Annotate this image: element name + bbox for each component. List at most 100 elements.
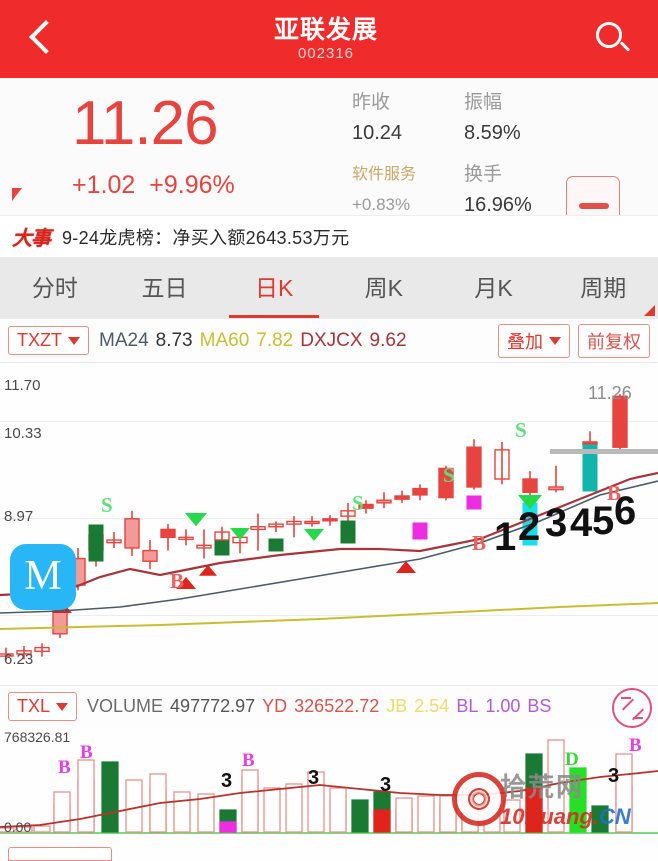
watermark-en: 10Huang.CN bbox=[500, 804, 631, 830]
ma24-label: MA24 bbox=[99, 329, 149, 351]
quote-stats-row-1: 昨收 10.24 振幅 8.59% bbox=[352, 88, 582, 148]
annotation-6: 6 bbox=[614, 489, 637, 533]
jb-value: 2.54 bbox=[414, 696, 450, 716]
volume-marker-b: B bbox=[58, 757, 71, 778]
indicator-selector-txl[interactable]: TXL bbox=[8, 692, 78, 721]
adjust-button[interactable]: 前复权 bbox=[578, 323, 650, 358]
volume-indicator-bar: TXL VOLUME 497772.97 YD 326522.72 JB 2.5… bbox=[0, 685, 658, 728]
volume-marker-b: B bbox=[629, 735, 642, 756]
stat-value: 16.96% bbox=[464, 194, 532, 216]
stat-value: 8.59% bbox=[464, 122, 521, 144]
y-axis-tick: 8.97 bbox=[4, 508, 34, 525]
stat-turnover: 换手 16.96% bbox=[464, 160, 576, 220]
signal-marker-s: S bbox=[352, 491, 364, 515]
news-logo: 大事 bbox=[12, 228, 51, 250]
m-badge-watermark: M bbox=[10, 544, 76, 610]
news-banner[interactable]: 大事 9-24龙虎榜：净买入额2643.53万元 bbox=[0, 215, 658, 257]
quote-stats: 昨收 10.24 振幅 8.59% 软件服务 +0.83% 换手 16.96% bbox=[352, 88, 582, 220]
ma60-label: MA60 bbox=[199, 329, 250, 351]
quote-panel: 11.26 +1.02+9.96% 联 昨收 10.24 振幅 8.59% 软件… bbox=[0, 78, 658, 278]
signal-marker-b: B bbox=[170, 569, 185, 593]
candlestick-chart[interactable]: 11.70 10.33 8.97 6.23 拾荒网 M 11.26 S S S … bbox=[0, 363, 658, 685]
volume-marker-number: 3 bbox=[221, 770, 233, 792]
indicator-selector-label: TXL bbox=[17, 696, 51, 716]
y-axis-tick: 10.33 bbox=[4, 425, 42, 442]
site-watermark: 拾荒网 10Huang.CN bbox=[452, 767, 631, 830]
price-change-pct: +9.96% bbox=[149, 171, 235, 199]
volume-chart[interactable]: 768326.81 0.00 B B B D B 3 3 3 3 拾荒网 10H… bbox=[0, 727, 658, 861]
indicator-values: MA24 8.73 MA60 7.82 DXJCX 9.62 bbox=[99, 330, 407, 352]
stat-sector[interactable]: 软件服务 +0.83% bbox=[352, 160, 464, 220]
indicator-selector-txzt[interactable]: TXZT bbox=[8, 326, 89, 355]
bottom-indicator-pill[interactable] bbox=[8, 847, 112, 861]
search-icon-ring bbox=[596, 22, 622, 48]
price-indicator-actions: 叠加 前复权 bbox=[490, 323, 658, 358]
candlestick-svg bbox=[0, 394, 658, 661]
price-indicator-bar: TXZT MA24 8.73 MA60 7.82 DXJCX 9.62 叠加 前… bbox=[0, 319, 658, 363]
stat-amplitude: 振幅 8.59% bbox=[464, 88, 576, 148]
last-price-label: 11.26 bbox=[588, 383, 632, 403]
news-text: 9-24龙虎榜：净买入额2643.53万元 bbox=[62, 227, 350, 248]
signal-marker-s: S bbox=[443, 463, 455, 487]
y-axis-tick: 11.70 bbox=[4, 377, 41, 394]
watermark-cn: 拾荒网 bbox=[500, 772, 585, 802]
stat-label: 换手 bbox=[464, 164, 503, 185]
volume-marker-b: B bbox=[242, 750, 255, 771]
tab-rik[interactable]: 日K bbox=[219, 257, 329, 319]
chevron-down-icon bbox=[68, 336, 80, 345]
stock-name: 亚联发展 bbox=[273, 16, 378, 44]
chevron-left-icon[interactable] bbox=[26, 16, 60, 62]
y-axis-tick: 6.23 bbox=[4, 651, 34, 668]
header-title: 亚联发展 002316 bbox=[60, 16, 592, 64]
quote-stats-row-2: 软件服务 +0.83% 换手 16.96% bbox=[352, 160, 582, 220]
yd-label: YD bbox=[262, 696, 288, 716]
ma24-value: 8.73 bbox=[155, 329, 193, 351]
dxjcx-value: 9.62 bbox=[369, 329, 407, 351]
tab-zhouqi[interactable]: 周期 bbox=[580, 275, 627, 301]
expand-icon-head bbox=[633, 717, 643, 719]
stat-value: 10.24 bbox=[352, 122, 403, 144]
annotation-4: 4 bbox=[570, 501, 593, 545]
tab-fenshi[interactable]: 分时 bbox=[31, 275, 78, 301]
expand-icon-head bbox=[621, 697, 631, 699]
app-header: 亚联发展 002316 bbox=[0, 0, 658, 78]
current-price: 11.26 bbox=[72, 89, 219, 158]
indicator-selector-label: TXZT bbox=[17, 330, 62, 350]
tab-wuri[interactable]: 五日 bbox=[141, 275, 188, 301]
watermark-text: 拾荒网 10Huang.CN bbox=[500, 767, 631, 830]
bl-label: BL bbox=[456, 696, 479, 716]
chevron-down-icon bbox=[56, 702, 69, 711]
yd-value: 326522.72 bbox=[294, 696, 380, 716]
signal-marker-s: S bbox=[515, 418, 527, 442]
overlay-button[interactable]: 叠加 bbox=[498, 323, 570, 358]
last-price-marker bbox=[550, 449, 658, 454]
watermark-en-main: 10Huang. bbox=[500, 804, 600, 829]
expand-icon-arrow bbox=[621, 698, 635, 711]
volume-y-zero-label: 0.00 bbox=[4, 819, 32, 835]
ma60-value: 7.82 bbox=[256, 329, 294, 351]
search-icon[interactable] bbox=[592, 19, 632, 59]
chevron-down-icon bbox=[549, 336, 561, 345]
annotation-1: 1 bbox=[494, 515, 517, 559]
gridline bbox=[0, 421, 658, 422]
volume-indicator-values: VOLUME 497772.97 YD 326522.72 JB 2.54 BL… bbox=[87, 696, 551, 717]
dxjcx-label: DXJCX bbox=[300, 329, 363, 351]
tab-yuek[interactable]: 月K bbox=[474, 275, 513, 301]
volume-marker-number: 3 bbox=[608, 765, 620, 787]
stat-yesterday-close: 昨收 10.24 bbox=[352, 88, 464, 148]
signal-marker-b: B bbox=[607, 481, 622, 505]
volume-marker-number: 3 bbox=[308, 767, 320, 789]
stat-label: 昨收 bbox=[352, 92, 391, 113]
signal-marker-s: S bbox=[101, 493, 113, 517]
search-icon-handle bbox=[619, 41, 631, 52]
expand-icon[interactable] bbox=[612, 688, 652, 728]
corner-triangle-icon bbox=[12, 188, 22, 201]
price-change-row: +1.02 +9.96% bbox=[72, 168, 235, 202]
volume-marker-d: D bbox=[565, 749, 579, 770]
volume-label: VOLUME bbox=[87, 696, 164, 716]
volume-bars-svg bbox=[0, 739, 658, 833]
annotation-5: 5 bbox=[592, 499, 615, 543]
volume-baseline bbox=[0, 832, 658, 834]
tab-zhouk[interactable]: 周K bbox=[364, 275, 404, 301]
